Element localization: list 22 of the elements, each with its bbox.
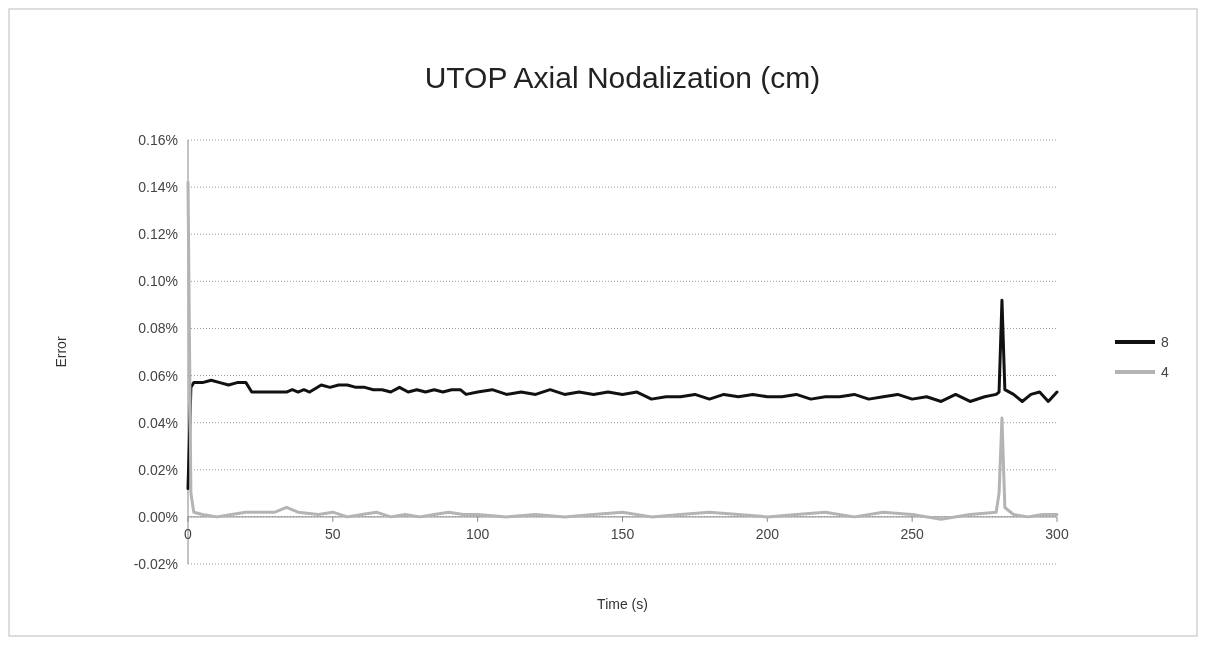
legend-label: 4 (1161, 364, 1169, 380)
x-tick-label: 200 (755, 525, 780, 542)
x-axis-title: Time (s) (597, 596, 648, 612)
y-tick-label: 0.12% (138, 226, 178, 243)
y-tick-label: 0.16% (138, 132, 178, 148)
x-tick-label: 300 (1045, 525, 1069, 542)
y-tick-label: 0.10% (138, 273, 178, 290)
y-tick-label: 0.00% (138, 508, 178, 525)
y-tick-label: 0.02% (138, 461, 178, 478)
x-tick-label: 100 (465, 525, 490, 542)
y-tick-label: 0.14% (138, 179, 178, 196)
chart-title: UTOP Axial Nodalization (cm) (424, 61, 821, 94)
y-axis-title: Error (53, 336, 69, 368)
y-tick-label: 0.06% (138, 367, 178, 384)
x-tick-label: 50 (325, 525, 341, 542)
x-tick-label: 0 (184, 525, 193, 542)
y-tick-label: 0.04% (138, 414, 178, 431)
legend-label: 8 (1161, 334, 1169, 350)
x-tick-label: 150 (610, 525, 635, 542)
y-tick-label: 0.08% (138, 320, 178, 337)
y-tick-label: -0.02% (133, 556, 178, 572)
x-tick-label: 250 (900, 525, 925, 542)
